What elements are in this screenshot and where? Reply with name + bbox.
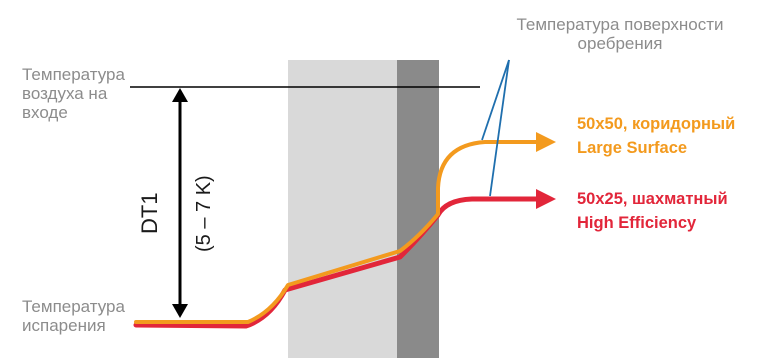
dt1-dimension-arrow <box>172 88 188 318</box>
surface-temperature-label: Температура поверхности оребрения <box>516 15 724 53</box>
legend-large-surface: 50x50, коридорный Large Surface <box>577 112 735 160</box>
legend-high-efficiency-subtitle: High Efficiency <box>577 214 697 232</box>
dt1-label: DT1 <box>137 192 162 234</box>
wall-light-layer <box>288 60 397 358</box>
large-surface-temperature-curve <box>134 140 538 324</box>
air-inlet-temperature-label: Температура воздуха на входе <box>22 65 125 122</box>
legend-high-efficiency: 50x25, шахматный High Efficiency <box>577 187 728 235</box>
large-surface-arrowhead <box>536 132 556 152</box>
evaporation-temperature-label: Температура испарения <box>22 297 125 335</box>
legend-large-surface-title: 50x50, коридорный <box>577 115 736 133</box>
dt1-range-label: (5 – 7 K) <box>193 175 215 252</box>
legend-high-efficiency-title: 50x25, шахматный <box>577 190 728 208</box>
wall-dark-layer <box>397 60 439 358</box>
high-efficiency-arrowhead <box>536 189 556 209</box>
pointer-line-large-surface <box>481 59 510 141</box>
pointer-line-high-efficiency <box>489 59 510 197</box>
legend-large-surface-subtitle: Large Surface <box>577 139 688 157</box>
